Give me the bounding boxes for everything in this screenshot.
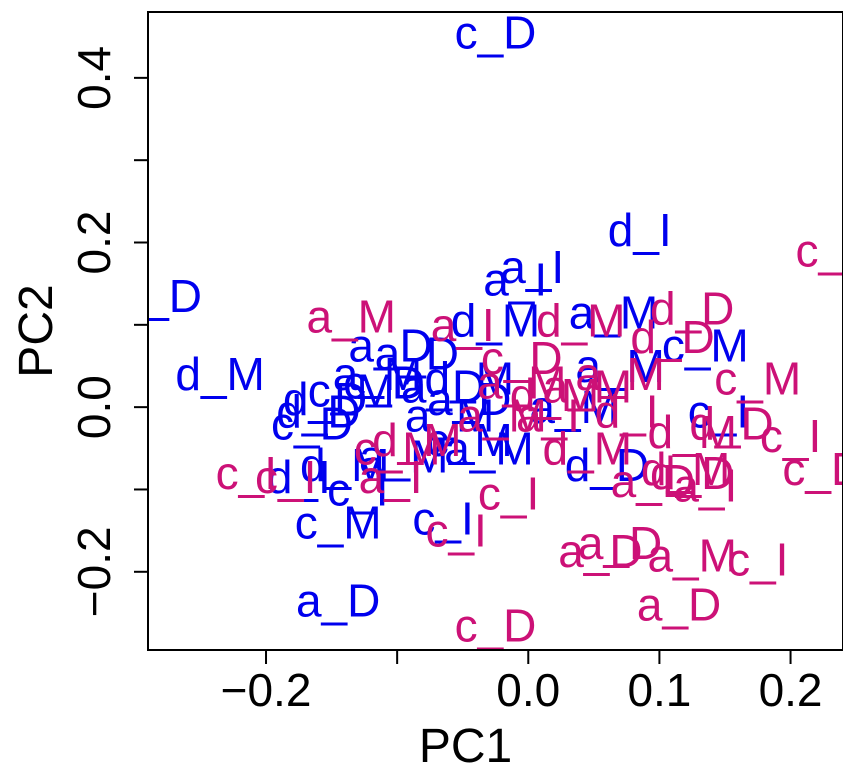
point-label: d_I xyxy=(595,385,659,437)
point-label: d_M xyxy=(647,406,736,458)
point-label: c_D xyxy=(271,398,353,450)
point-label: a_I xyxy=(516,389,580,441)
point-label: a_I xyxy=(431,299,495,351)
point-label: c_D xyxy=(481,332,563,384)
point-label: a_I xyxy=(359,451,423,503)
point-label: a_D xyxy=(348,319,432,371)
point-label: c_M xyxy=(308,365,395,417)
point-label: c_I xyxy=(216,447,277,499)
x-tick-label: 0.2 xyxy=(759,664,823,716)
point-label: a_M xyxy=(575,348,664,400)
point-label: c_D xyxy=(120,270,202,322)
point-label: c_I xyxy=(760,410,821,462)
point-label: a_I xyxy=(500,241,564,293)
point-label: d_D xyxy=(650,447,734,499)
point-label: a_M xyxy=(457,389,546,441)
point-label: c_M xyxy=(426,414,513,466)
point-label: d_D xyxy=(283,373,367,425)
point-label: d_D xyxy=(650,282,734,334)
point-label: d_M xyxy=(641,443,730,495)
point-label: a_M xyxy=(307,291,396,343)
point-label: c_I xyxy=(478,468,539,520)
point-label: c_M xyxy=(295,496,382,548)
point-label: a_M xyxy=(405,389,494,441)
point-label: a_M xyxy=(647,529,736,581)
point-label: a_D xyxy=(375,328,459,380)
y-tick-label: 0.4 xyxy=(68,46,120,110)
y-axis-title: PC2 xyxy=(10,284,63,377)
point-label: a_I xyxy=(673,459,737,511)
point-label: d_D xyxy=(276,385,360,437)
point-label: d_D xyxy=(630,311,714,363)
x-tick-label: 0.1 xyxy=(627,664,691,716)
point-label: a_M xyxy=(359,431,448,483)
axes: −0.2 0.0 0.1 0.2 −0.2 0.0 0.2 0.4 PC1 PC2 xyxy=(10,46,823,772)
point-label: c_I xyxy=(425,505,486,557)
point-label: d_M xyxy=(425,352,514,404)
point-label: c_I xyxy=(327,463,388,515)
point-label: d_D xyxy=(689,398,773,450)
point-label: c_D xyxy=(455,7,537,59)
point-label: a_M xyxy=(543,361,632,413)
data-points: c_Dd_Ia_Ia_Ic_D d_M a_Mc_Ma_Da_Dd_M a_Ma_Mc… xyxy=(120,7,843,651)
point-label: d_M xyxy=(175,348,264,400)
point-label: c_I xyxy=(727,533,788,585)
point-label: c_M xyxy=(662,319,749,371)
point-label: a_M xyxy=(477,356,566,408)
point-label: c_D xyxy=(343,356,425,408)
point-label: d_M xyxy=(510,369,599,421)
point-label: d_M xyxy=(300,439,389,491)
point-label: d_M xyxy=(536,295,625,347)
y-tick-label: 0.0 xyxy=(68,375,120,439)
point-label: a_M xyxy=(575,340,664,392)
point-label: a_I xyxy=(483,254,547,306)
point-label: c_D xyxy=(796,225,843,277)
point-label: a_M xyxy=(529,381,618,433)
plot-frame xyxy=(147,11,843,651)
point-label: d_I xyxy=(608,204,672,256)
y-tick-label: 0.2 xyxy=(68,211,120,275)
point-label: d_I xyxy=(267,451,331,503)
point-label: a_D xyxy=(427,373,511,425)
point-label: a_M xyxy=(333,348,422,400)
point-label: a_D xyxy=(401,361,485,413)
point-label: c_I xyxy=(255,451,316,503)
point-label: d_M xyxy=(372,414,461,466)
point-label: a_D xyxy=(296,575,380,627)
point-label: d_M xyxy=(451,295,540,347)
point-label: a_D xyxy=(611,455,695,507)
point-label: c_D xyxy=(455,599,537,651)
point-label: d_M xyxy=(543,422,632,474)
point-label: d_D xyxy=(565,439,649,491)
point-label: a_M xyxy=(444,422,533,474)
point-label: c_D xyxy=(782,443,843,495)
point-label: c_I xyxy=(412,492,473,544)
point-label: a_D xyxy=(637,579,721,631)
x-tick-label: 0.0 xyxy=(496,664,560,716)
point-label: c_M xyxy=(714,352,801,404)
point-label: a_D xyxy=(578,517,662,569)
x-axis-title: PC1 xyxy=(419,720,512,772)
point-label: c_I xyxy=(688,385,749,437)
x-tick-label: −0.2 xyxy=(221,664,312,716)
point-label: a_D xyxy=(558,525,642,577)
y-tick-label: −0.2 xyxy=(68,526,120,617)
point-label: a_M xyxy=(569,286,658,338)
point-label: c_M xyxy=(354,422,441,474)
